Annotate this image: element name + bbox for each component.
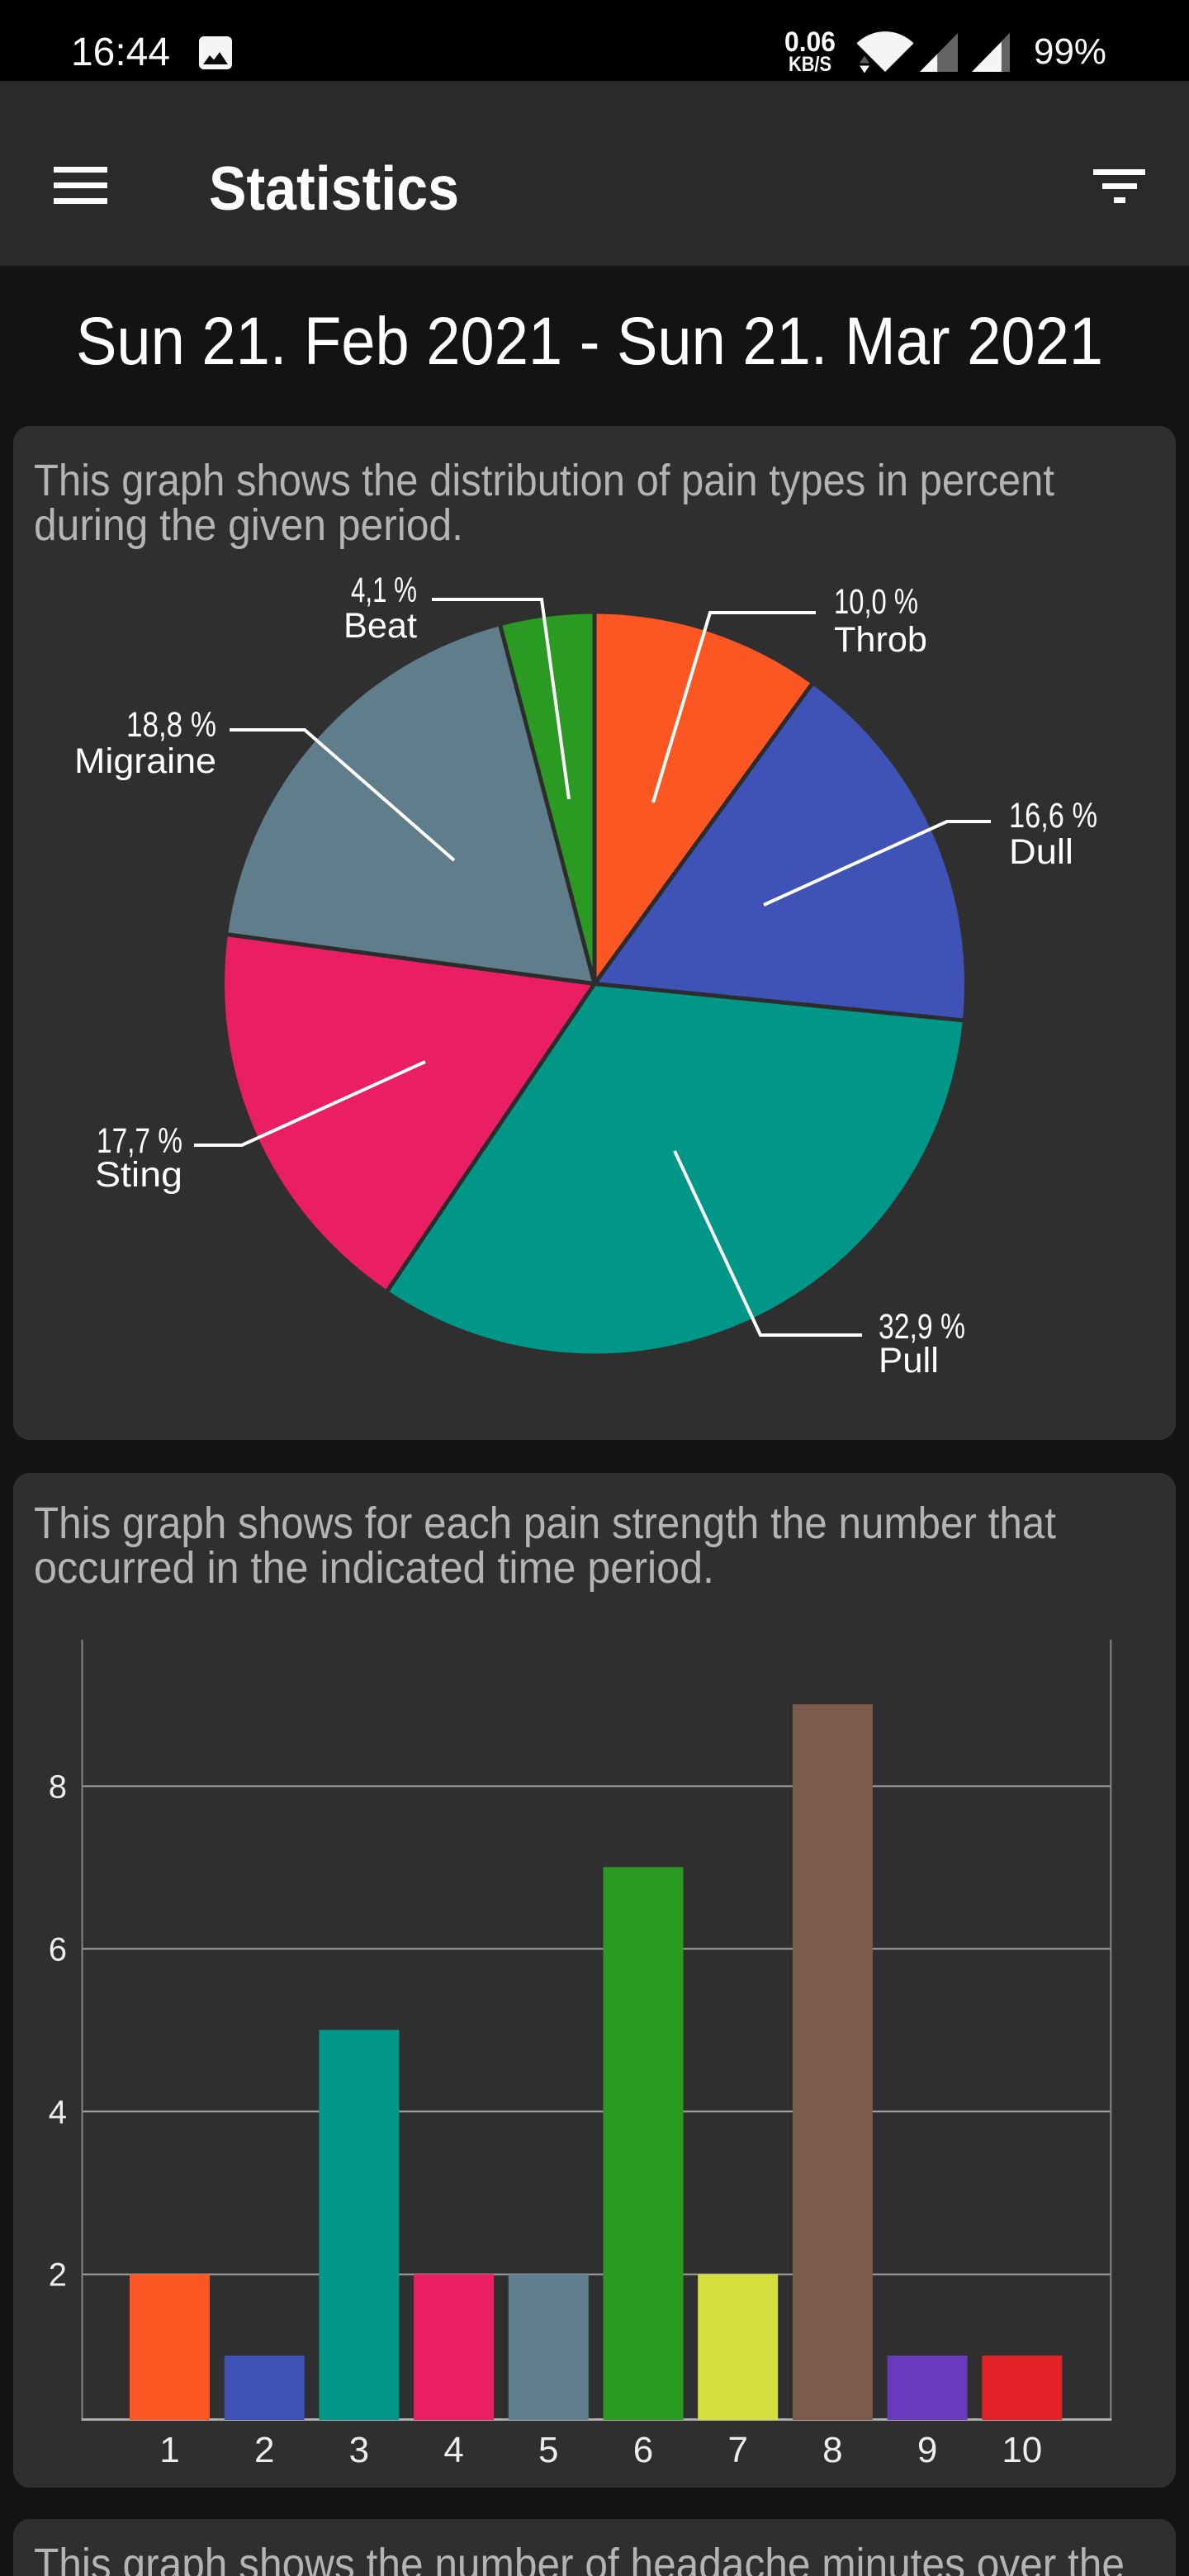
svg-text:Pull: Pull xyxy=(879,1341,939,1380)
svg-text:17,7 %: 17,7 % xyxy=(97,1121,182,1161)
svg-text:10: 10 xyxy=(1002,2430,1042,2470)
svg-text:Sun 21. Feb 2021 - Sun 21. Mar: Sun 21. Feb 2021 - Sun 21. Mar 2021 xyxy=(76,304,1103,379)
svg-text:4: 4 xyxy=(443,2430,463,2470)
svg-text:KB/S: KB/S xyxy=(789,53,831,76)
svg-text:0.06: 0.06 xyxy=(784,26,836,58)
svg-text:3: 3 xyxy=(349,2430,369,2470)
svg-text:Beat: Beat xyxy=(343,606,417,646)
svg-text:8: 8 xyxy=(822,2430,842,2470)
svg-text:99%: 99% xyxy=(1034,31,1106,72)
svg-text:2: 2 xyxy=(254,2430,274,2470)
svg-text:This graph shows the number of: This graph shows the number of headache … xyxy=(34,2540,1125,2576)
svg-text:8: 8 xyxy=(49,1769,67,1805)
svg-text:Dull: Dull xyxy=(1009,832,1073,872)
svg-text:18,8 %: 18,8 % xyxy=(126,705,216,745)
svg-text:2: 2 xyxy=(49,2257,67,2294)
svg-text:Statistics: Statistics xyxy=(209,154,459,223)
svg-text:6: 6 xyxy=(633,2430,653,2470)
svg-text:6: 6 xyxy=(49,1931,67,1968)
svg-text:4: 4 xyxy=(49,2094,67,2130)
svg-text:1: 1 xyxy=(159,2430,179,2470)
svg-text:16,6 %: 16,6 % xyxy=(1009,796,1097,836)
svg-text:10,0 %: 10,0 % xyxy=(834,582,918,622)
svg-text:5: 5 xyxy=(538,2430,558,2470)
svg-text:9: 9 xyxy=(917,2430,937,2470)
svg-text:Throb: Throb xyxy=(834,620,927,660)
svg-text:4,1 %: 4,1 % xyxy=(351,571,417,610)
svg-text:7: 7 xyxy=(727,2430,747,2470)
svg-text:16:44: 16:44 xyxy=(71,31,170,74)
svg-text:Sting: Sting xyxy=(95,1155,182,1195)
svg-text:Migraine: Migraine xyxy=(74,741,216,781)
svg-text:This graph shows the distribut: This graph shows the distribution of pai… xyxy=(34,456,1054,505)
svg-text:32,9 %: 32,9 % xyxy=(879,1307,965,1347)
svg-text:occurred in the indicated time: occurred in the indicated time period. xyxy=(34,1543,714,1593)
svg-text:during the given period.: during the given period. xyxy=(34,500,463,550)
svg-text:This graph shows for each pain: This graph shows for each pain strength … xyxy=(34,1499,1056,1548)
